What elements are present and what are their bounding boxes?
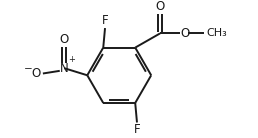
Text: O: O [181,27,190,40]
Text: −: − [23,64,32,74]
Text: F: F [102,14,108,27]
Text: +: + [69,55,76,64]
Text: O: O [31,67,40,80]
Text: N: N [60,62,69,75]
Text: CH₃: CH₃ [206,28,227,38]
Text: O: O [60,33,69,46]
Text: F: F [134,123,140,136]
Text: O: O [156,0,165,13]
